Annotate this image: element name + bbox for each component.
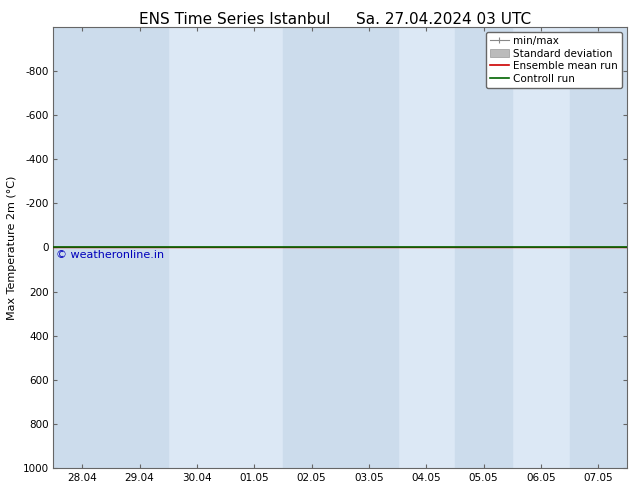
Bar	[455, 26, 512, 468]
Bar	[111, 26, 168, 468]
Legend: min/max, Standard deviation, Ensemble mean run, Controll run: min/max, Standard deviation, Ensemble me…	[486, 32, 622, 88]
Text: Sa. 27.04.2024 03 UTC: Sa. 27.04.2024 03 UTC	[356, 12, 531, 27]
Bar	[283, 26, 340, 468]
Text: © weatheronline.in: © weatheronline.in	[56, 249, 164, 260]
Bar	[340, 26, 398, 468]
Bar	[570, 26, 627, 468]
Text: ENS Time Series Istanbul: ENS Time Series Istanbul	[139, 12, 330, 27]
Y-axis label: Max Temperature 2m (°C): Max Temperature 2m (°C)	[7, 175, 17, 319]
Bar	[53, 26, 111, 468]
